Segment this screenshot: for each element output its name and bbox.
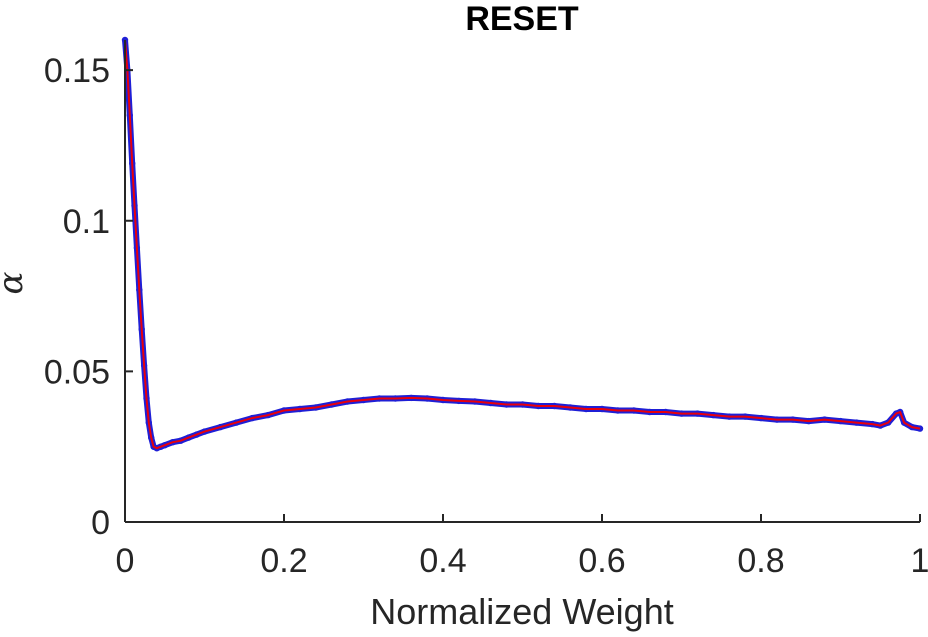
axes [124,40,921,523]
x-tick-label: 0.8 [737,542,784,580]
x-tick-label: 0 [116,542,135,580]
plot-area [121,36,924,452]
tick-labels: 0 0.2 0.4 0.6 0.8 1 0 0.05 0.1 0.15 [44,52,928,580]
x-tick-label: 0.4 [419,542,466,580]
x-axis-label: Normalized Weight [370,591,673,632]
chart-title: RESET [465,0,579,38]
y-tick-label: 0 [91,504,110,542]
series-line [124,39,921,450]
y-tick-label: 0.1 [63,203,110,241]
y-tick-label: 0.15 [44,52,110,90]
x-tick-label: 1 [911,542,928,580]
x-tick-label: 0.6 [578,542,625,580]
y-axis-label: α [0,271,31,294]
y-tick-label: 0.05 [44,353,110,391]
x-tick-label: 0.2 [260,542,307,580]
series [121,36,924,452]
series-band [122,37,923,452]
